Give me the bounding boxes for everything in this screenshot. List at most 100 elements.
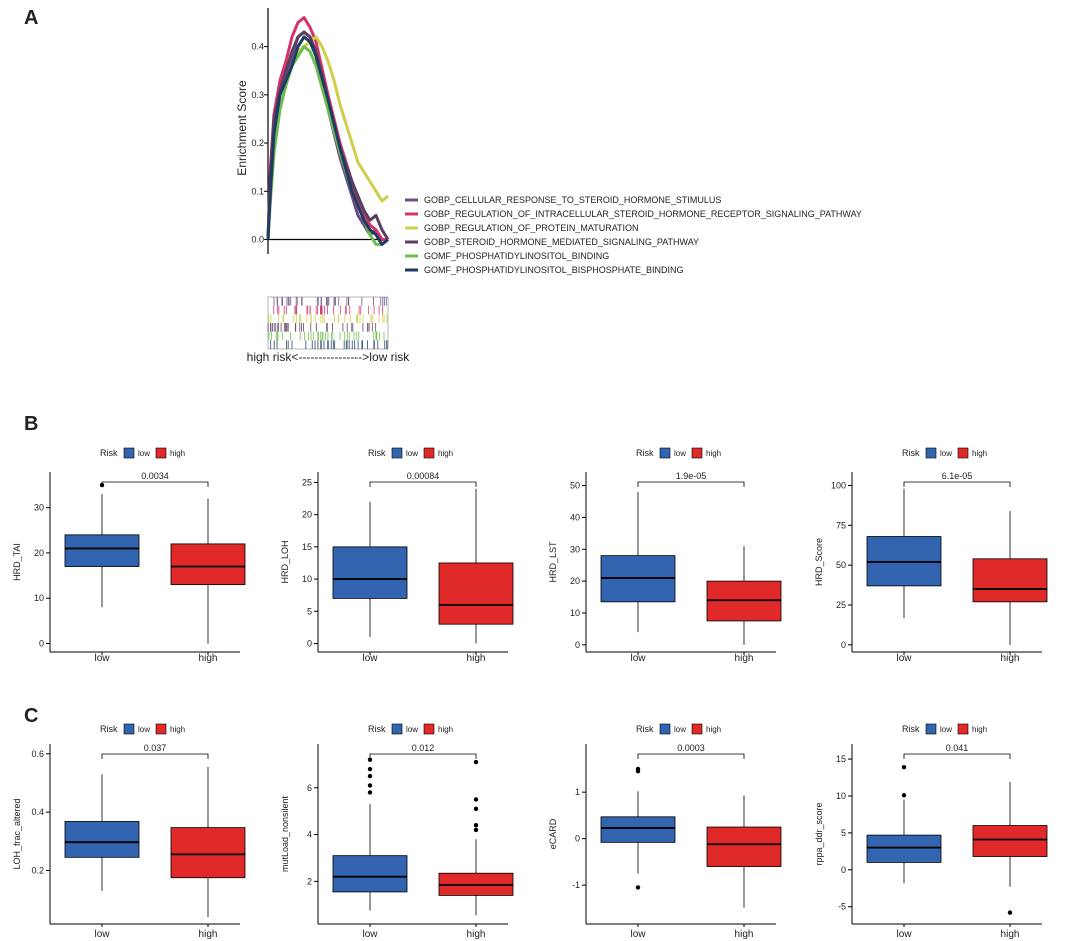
box-low bbox=[332, 855, 408, 893]
box-low bbox=[866, 834, 942, 863]
ytick-label: 100 bbox=[831, 481, 846, 491]
gsea-axis-note: high risk<---------------->low risk bbox=[247, 350, 411, 364]
box-high bbox=[438, 562, 514, 625]
p-value: 1.9e-05 bbox=[676, 471, 707, 481]
legend-high-label: high bbox=[706, 725, 721, 734]
gsea-legend-label: GOBP_REGULATION_OF_PROTEIN_MATURATION bbox=[424, 223, 639, 233]
ytick-label: 20 bbox=[34, 548, 44, 558]
p-value: 6.1e-05 bbox=[942, 471, 973, 481]
xtick-label: high bbox=[467, 929, 486, 940]
legend-high-key bbox=[691, 447, 703, 459]
ytick-label: 30 bbox=[34, 503, 44, 513]
outlier-point bbox=[367, 773, 373, 779]
ytick-label: 30 bbox=[570, 544, 580, 554]
ytick-label: 25 bbox=[836, 600, 846, 610]
panel-label-b: B bbox=[24, 413, 38, 435]
y-axis-label: HRD_TAI bbox=[12, 543, 22, 581]
gsea-series-line bbox=[266, 35, 389, 246]
significance-bracket bbox=[903, 481, 1011, 487]
p-value: 0.012 bbox=[412, 743, 435, 753]
legend-high-label: high bbox=[706, 449, 721, 458]
xtick-label: low bbox=[630, 653, 646, 664]
legend-low-label: low bbox=[406, 725, 418, 734]
ytick-label: 15 bbox=[836, 754, 846, 764]
xtick-label: high bbox=[735, 653, 754, 664]
y-axis-label: HRD_LOH bbox=[280, 540, 290, 583]
box-low bbox=[64, 821, 140, 858]
legend-low-label: low bbox=[138, 449, 150, 458]
gsea-ytick-label: 0.2 bbox=[251, 138, 264, 148]
legend-low-label: low bbox=[940, 449, 952, 458]
legend-high-key bbox=[957, 447, 969, 459]
ytick-label: -1 bbox=[572, 880, 580, 890]
box-high bbox=[706, 826, 782, 867]
box-low bbox=[600, 816, 676, 843]
y-axis-label: eCARD bbox=[548, 818, 558, 849]
y-axis-label: HRD_LST bbox=[548, 541, 558, 583]
ytick-label: 50 bbox=[570, 481, 580, 491]
gsea-legend: GOBP_CELLULAR_RESPONSE_TO_STEROID_HORMON… bbox=[405, 195, 862, 275]
legend-low-key bbox=[391, 447, 403, 459]
gsea-ytick-label: 0.4 bbox=[251, 42, 264, 52]
outlier-point bbox=[635, 885, 641, 890]
y-axis-label: rppa_ddr_score bbox=[814, 802, 824, 865]
significance-bracket bbox=[369, 481, 477, 487]
outlier-point bbox=[367, 783, 373, 788]
gsea-ytick-label: 0.1 bbox=[251, 186, 264, 196]
xtick-label: low bbox=[896, 929, 912, 940]
ytick-label: 0 bbox=[39, 638, 44, 648]
outlier-point bbox=[367, 757, 373, 762]
outlier-point bbox=[901, 793, 907, 798]
xtick-label: high bbox=[467, 653, 486, 664]
xtick-label: low bbox=[362, 929, 378, 940]
legend-title: Risk bbox=[902, 448, 920, 458]
legend-high-key bbox=[957, 723, 969, 735]
outlier-point bbox=[473, 823, 479, 828]
legend-low-key bbox=[659, 447, 671, 459]
legend-title: Risk bbox=[636, 724, 654, 734]
panel-label-c: C bbox=[24, 705, 38, 727]
p-value: 0.0034 bbox=[141, 471, 169, 481]
xtick-label: low bbox=[630, 929, 646, 940]
legend-high-label: high bbox=[170, 725, 185, 734]
ytick-label: 0.6 bbox=[31, 749, 44, 759]
gsea-ylabel: Enrichment Score bbox=[235, 80, 249, 176]
gsea-series-line bbox=[266, 45, 389, 246]
gsea-plot: 0.0 0.1 0.2 0.3 0.4 bbox=[251, 8, 390, 350]
legend-high-key bbox=[155, 447, 167, 459]
outlier-point bbox=[473, 806, 479, 812]
p-value: 0.00084 bbox=[407, 471, 440, 481]
legend-high-key bbox=[155, 723, 167, 735]
legend-title: Risk bbox=[368, 448, 386, 458]
p-value: 0.0003 bbox=[677, 743, 705, 753]
significance-bracket bbox=[903, 753, 1011, 759]
ytick-label: 15 bbox=[302, 542, 312, 552]
legend-high-key bbox=[423, 723, 435, 735]
outlier-point bbox=[473, 827, 479, 833]
ytick-label: 5 bbox=[307, 606, 312, 616]
legend-title: Risk bbox=[368, 724, 386, 734]
y-axis-label: HRD_Score bbox=[814, 538, 824, 586]
ytick-label: 40 bbox=[570, 512, 580, 522]
legend-high-key bbox=[691, 723, 703, 735]
significance-bracket bbox=[101, 481, 209, 487]
gsea-legend-label: GOMF_PHOSPHATIDYLINOSITOL_BISPHOSPHATE_B… bbox=[424, 265, 684, 275]
legend-low-label: low bbox=[674, 449, 686, 458]
ytick-label: 5 bbox=[841, 828, 846, 838]
gsea-legend-label: GOBP_STEROID_HORMONE_MEDIATED_SIGNALING_… bbox=[424, 237, 699, 247]
box-high bbox=[170, 543, 246, 586]
outlier-point bbox=[901, 764, 907, 770]
xtick-label: low bbox=[94, 929, 110, 940]
legend-high-label: high bbox=[972, 725, 987, 734]
legend-low-key bbox=[391, 723, 403, 735]
legend-high-label: high bbox=[438, 725, 453, 734]
ytick-label: 0 bbox=[841, 640, 846, 650]
y-axis-label: LOH_frac_altered bbox=[12, 798, 22, 869]
ytick-label: 50 bbox=[836, 560, 846, 570]
box-high bbox=[972, 558, 1048, 603]
